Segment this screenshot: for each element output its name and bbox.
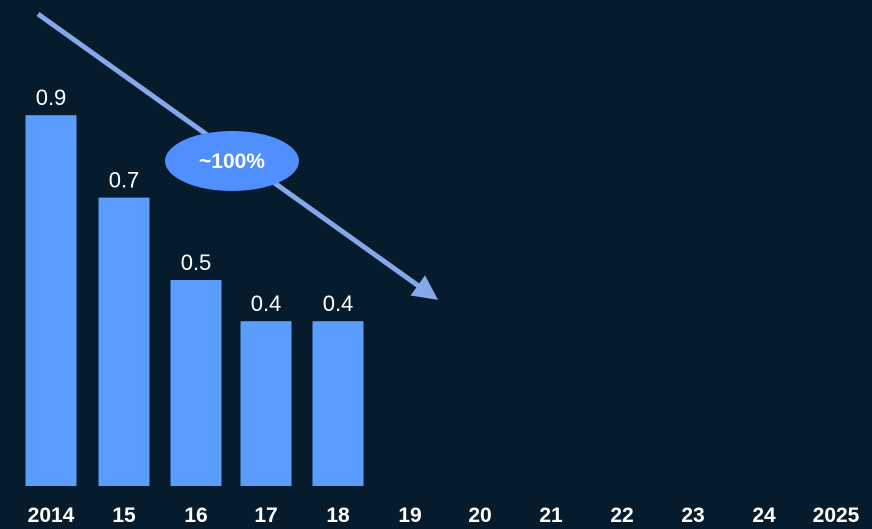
value-label-2014: 0.9 [36,85,67,110]
value-label-18: 0.4 [323,291,354,316]
bars-layer [25,115,364,486]
x-tick-label-20: 20 [468,504,491,527]
bar-17 [240,321,292,486]
percent-change-label: ~100% [199,150,265,173]
x-tick-label-15: 15 [112,504,136,527]
trend-annotation: ~100% [36,11,439,300]
x-tick-label-18: 18 [326,504,350,527]
x-tick-label-17: 17 [254,504,277,527]
value-label-16: 0.5 [181,250,212,275]
percent-change-callout [165,131,299,191]
bar-18 [312,321,364,486]
x-tick-label-23: 23 [681,504,704,527]
x-tick-label-2014: 2014 [28,504,75,527]
x-axis-tick-labels: 2014 15 16 17 18 19 20 21 22 23 24 2025 [28,504,860,527]
x-tick-label-21: 21 [539,504,563,527]
x-tick-label-2025: 2025 [813,504,860,527]
x-tick-label-22: 22 [610,504,633,527]
value-labels-layer: 0.9 0.7 0.5 0.4 0.4 [36,85,354,316]
value-label-17: 0.4 [251,291,282,316]
x-tick-label-24: 24 [752,504,776,527]
value-label-15: 0.7 [109,168,140,193]
x-tick-label-16: 16 [184,504,207,527]
bar-2014 [25,115,77,486]
x-tick-label-19: 19 [398,504,421,527]
bar-16 [170,280,222,486]
bar-15 [98,197,150,486]
